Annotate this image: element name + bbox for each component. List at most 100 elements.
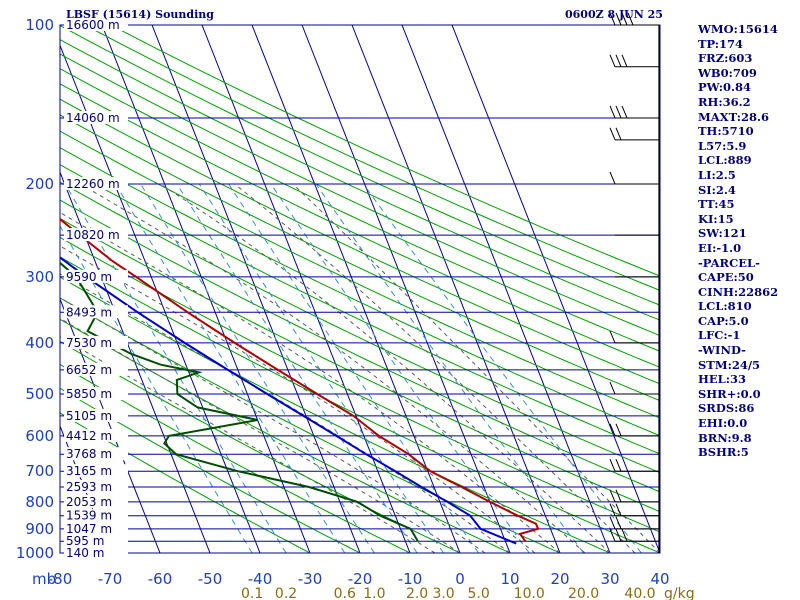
isotherm-line	[151, 25, 361, 553]
wind-barb-flag	[615, 459, 622, 472]
pressure-tick-label: 1000	[16, 544, 54, 562]
temperature-tick-label: -30	[298, 570, 323, 588]
height-label-bg	[64, 269, 128, 283]
pressure-unit-label: mb	[32, 570, 56, 588]
height-label-bg	[64, 428, 128, 442]
wind-barb	[609, 423, 659, 437]
mixing-ratio-label: 40.0	[624, 586, 655, 600]
height-label-bg	[64, 546, 128, 559]
plot-frame	[59, 24, 661, 554]
index-line: CAPE:50	[698, 270, 754, 285]
mixing-ratio-label: 3.0	[432, 586, 454, 600]
wind-barb-flag	[609, 54, 616, 68]
index-line: EI:-1.0	[698, 240, 742, 255]
wind-barb-flag	[621, 105, 628, 119]
height-label: 12260 m	[66, 177, 120, 191]
wind-barb-flag	[609, 459, 616, 472]
index-line: TP:174	[698, 36, 744, 51]
wind-barb-flag	[609, 105, 616, 119]
height-label-bg	[64, 464, 128, 478]
wind-barb-flag	[609, 529, 616, 542]
wind-profile	[609, 12, 660, 553]
pressure-tick-label: 800	[25, 493, 54, 511]
height-label-bg	[64, 508, 128, 522]
height-label-bg	[64, 387, 128, 401]
wind-barb-flag	[609, 330, 616, 344]
wind-barb-flag	[615, 503, 622, 516]
wind-barb	[609, 171, 659, 185]
mixing-ratio-unit: g/kg	[664, 586, 695, 600]
isotherm-line	[0, 25, 10, 553]
wind-barb-flag	[615, 12, 622, 26]
index-line: BSHR:5	[698, 445, 749, 460]
wind-barb-flag	[615, 529, 622, 542]
wind-barb-flag	[609, 423, 616, 437]
wind-barb	[609, 381, 659, 395]
wind-barb-flag	[621, 12, 628, 26]
height-label-bg	[64, 110, 128, 124]
moist-adiabat-line	[159, 183, 611, 553]
wind-barb-flag	[627, 12, 634, 26]
mixing-ratio-line	[270, 183, 530, 553]
temperature-tick-label: -80	[48, 570, 73, 588]
wind-barb-flag	[609, 127, 616, 141]
height-label-bg	[64, 534, 128, 548]
mixing-ratio-line	[114, 183, 346, 553]
pressure-tick-label: 100	[25, 16, 54, 34]
mixing-ratio-label: 2.0	[406, 586, 428, 600]
index-line: SW:121	[698, 226, 747, 241]
temperature-tick-label: 0	[455, 570, 465, 588]
isotherm-line	[451, 25, 660, 553]
wind-barb-flag	[609, 12, 616, 26]
index-line: STM:24/5	[698, 357, 761, 372]
isotherm-line	[301, 25, 511, 553]
indices-panel: WMO:15614 TP:174 FRZ:603 WB0:709 PW:0.84 RH:3…	[698, 22, 798, 460]
isotherm-line	[351, 25, 561, 553]
temperature-tick-label: 30	[600, 570, 619, 588]
height-label: 9590 m	[66, 270, 112, 284]
temperature-tick-label: -20	[348, 570, 373, 588]
height-label: 3165 m	[66, 464, 112, 478]
mixing-ratio-label: 0.6	[334, 586, 356, 600]
wind-barb-flag	[609, 381, 616, 395]
height-label-bg	[64, 494, 128, 508]
wind-barb-flag	[609, 516, 616, 530]
height-label-bg	[64, 447, 128, 461]
index-line: CINH:22862	[698, 284, 779, 299]
height-label: 3768 m	[66, 447, 112, 461]
wind-barb-flag	[609, 503, 616, 516]
mixing-ratio-line	[176, 183, 418, 553]
index-line: WB0:709	[698, 65, 757, 80]
pressure-tick-label: 400	[25, 334, 54, 352]
index-line: HEL:33	[698, 372, 746, 387]
height-label-bg	[64, 408, 128, 422]
dry-adiabat-line	[110, 25, 660, 277]
dry-adiabat-line	[60, 39, 660, 321]
index-line: L57:5.9	[698, 138, 747, 153]
wind-barb-flag	[615, 54, 622, 68]
index-line: SRDS:86	[698, 401, 755, 416]
mixing-ratio-label: 5.0	[467, 586, 489, 600]
parcel-line	[60, 256, 517, 545]
index-line: CAP:5.0	[698, 313, 749, 328]
height-label: 2053 m	[66, 495, 112, 509]
pressure-tick-label: 300	[25, 268, 54, 286]
temperature-tick-label: 10	[500, 570, 519, 588]
dry-adiabat-line	[84, 25, 660, 292]
height-label-bg	[64, 18, 128, 31]
wind-barb-flag	[609, 171, 616, 185]
height-label-bg	[64, 362, 128, 376]
wind-barb	[609, 105, 659, 119]
index-line: WMO:15614	[698, 22, 778, 36]
moist-adiabat-line	[60, 245, 536, 553]
height-label: 1539 m	[66, 509, 112, 523]
index-line: LFC:-1	[698, 328, 741, 343]
isobar-gridlines	[59, 24, 661, 554]
chart-title: LBSF (15614) Sounding	[66, 8, 214, 21]
height-label: 595 m	[66, 534, 104, 548]
wind-barb-flag	[615, 516, 622, 530]
height-label: 7530 m	[66, 336, 112, 350]
wind-barb	[609, 12, 659, 26]
index-line: PW:0.84	[698, 80, 752, 95]
index-line: RH:36.2	[698, 94, 751, 109]
